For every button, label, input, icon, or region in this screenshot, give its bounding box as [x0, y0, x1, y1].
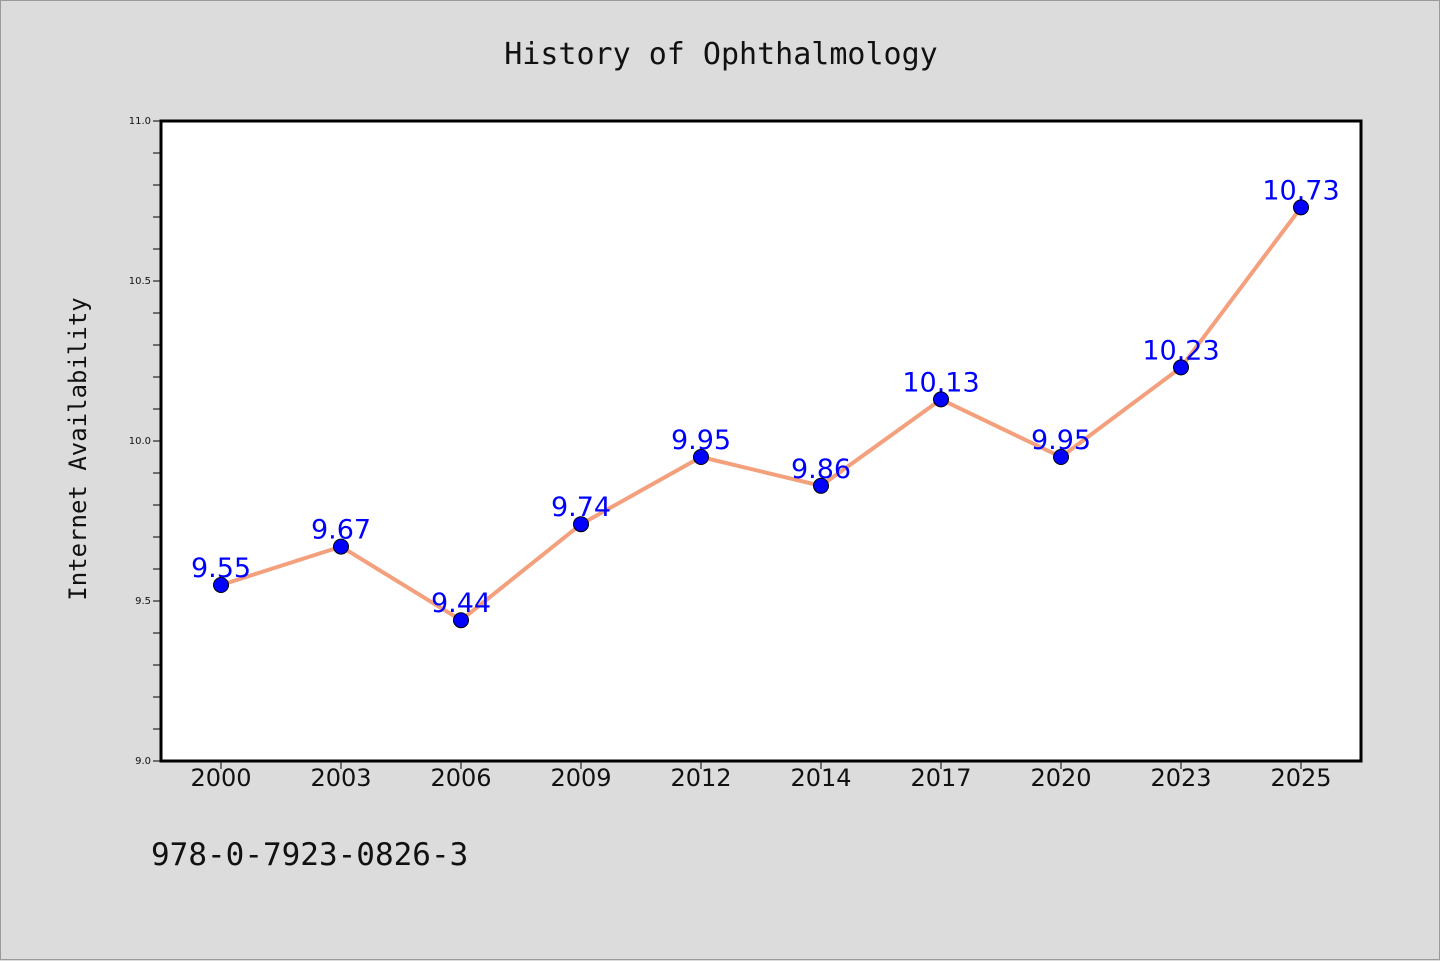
data-point-marker — [693, 449, 709, 465]
data-point-label: 9.44 — [431, 588, 491, 619]
footer-isbn: 978-0-7923-0826-3 — [151, 837, 468, 873]
x-tick-label: 2003 — [310, 764, 371, 792]
data-point-label: 9.86 — [791, 454, 851, 485]
data-point-label: 9.55 — [191, 553, 251, 584]
data-point-marker — [333, 538, 349, 555]
x-tick-label: 2014 — [790, 764, 851, 792]
x-tick-label: 2000 — [190, 764, 251, 792]
data-markers — [213, 199, 1309, 629]
y-tick-label: 9.0 — [135, 756, 151, 767]
y-tick-label: 9.5 — [135, 596, 151, 607]
data-point-marker — [933, 391, 949, 408]
data-point-marker — [1053, 449, 1069, 465]
chart-title: History of Ophthalmology — [504, 37, 937, 72]
data-point-label: 9.67 — [311, 515, 371, 546]
x-tick-label: 2025 — [1270, 764, 1331, 792]
data-point-label: 10.23 — [1142, 335, 1219, 366]
data-point-marker — [813, 477, 829, 494]
data-point-label: 9.95 — [671, 425, 731, 456]
x-axis-ticks: 2000 2003 2006 2009 2012 2014 2017 2020 2023 2025 — [190, 761, 1332, 792]
data-point-label: 9.74 — [551, 492, 611, 523]
y-axis-label: Internet Availability — [64, 297, 92, 600]
y-axis-ticks: 9.0 9.5 10.0 10.5 11.0 — [129, 116, 161, 767]
data-point-label: 10.13 — [902, 367, 979, 398]
y-tick-label: 10.0 — [129, 436, 151, 447]
y-tick-label: 10.5 — [129, 276, 151, 287]
data-labels: 9.55 9.67 9.44 9.74 9.95 9.86 10.13 9.95 10.23 10… — [191, 175, 1340, 619]
data-point-marker — [453, 612, 469, 629]
data-point-marker — [213, 577, 229, 593]
x-tick-label: 2006 — [430, 764, 491, 792]
x-tick-label: 2023 — [1150, 764, 1211, 792]
x-tick-label: 2017 — [910, 764, 971, 792]
data-point-label: 10.73 — [1262, 175, 1339, 206]
data-point-marker — [573, 516, 589, 533]
x-tick-label: 2009 — [550, 764, 611, 792]
series-line — [220, 206, 1303, 623]
data-point-label: 9.95 — [1031, 425, 1091, 456]
x-tick-label: 2020 — [1030, 764, 1091, 792]
y-tick-label: 11.0 — [129, 116, 151, 127]
data-point-marker — [1293, 199, 1309, 216]
plot-area — [159, 119, 1363, 763]
data-point-marker — [1173, 359, 1189, 376]
x-tick-label: 2012 — [670, 764, 731, 792]
